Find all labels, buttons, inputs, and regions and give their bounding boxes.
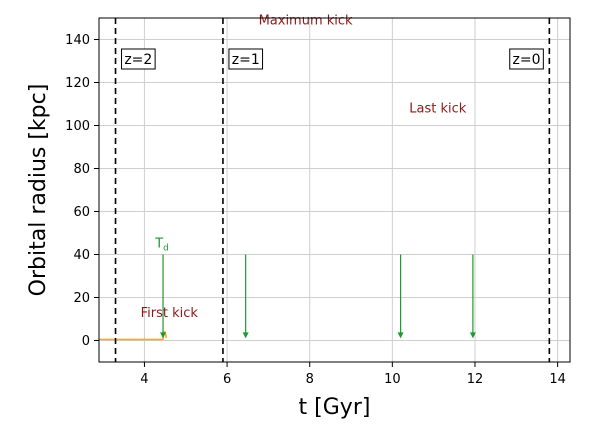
- orbital-radius-line: [99, 331, 168, 341]
- redshift-label: z=1: [232, 52, 260, 68]
- y-axis-label: Orbital radius [kpc]: [26, 84, 51, 297]
- y-tick-label: 80: [73, 162, 90, 177]
- y-tick-label: 0: [82, 334, 90, 349]
- kick-arrowhead: [242, 332, 249, 339]
- kick-arrow-layer: Td: [154, 237, 476, 339]
- x-tick-label: 4: [140, 372, 148, 387]
- y-tick-label: 100: [65, 119, 90, 134]
- redshift-label-box: [509, 48, 544, 70]
- kick-annotation: Maximum kick: [259, 13, 353, 28]
- redshift-label-box: [121, 48, 156, 70]
- y-tick-label: 20: [73, 291, 90, 306]
- x-tick-label: 10: [384, 372, 401, 387]
- kick-arrowhead: [469, 332, 476, 339]
- x-tick-label: 8: [306, 372, 314, 387]
- x-tick-label: 12: [467, 372, 484, 387]
- y-tick-label: 40: [73, 248, 90, 263]
- annotation-layer: First kick Maximum kick Last kick: [141, 13, 467, 320]
- y-tick-label: 140: [65, 33, 90, 48]
- kick-arrowhead: [397, 332, 404, 339]
- td-label: Td: [154, 237, 169, 254]
- redshift-label-box: [228, 48, 264, 70]
- x-axis-label: t [Gyr]: [299, 395, 371, 420]
- kick-arrowhead: [160, 332, 167, 339]
- redshift-marker-layer: z=2 z=1 z=0: [114, 18, 551, 362]
- kick-annotation: First kick: [141, 306, 199, 321]
- y-tick-label: 60: [73, 205, 90, 220]
- plot-frame: [98, 17, 571, 363]
- y-tick-label: 120: [65, 76, 90, 91]
- kick-annotation: Last kick: [409, 102, 466, 117]
- orbit-curve-layer: [99, 331, 168, 341]
- x-tick-label: 6: [223, 372, 231, 387]
- x-tick-label: 14: [549, 372, 566, 387]
- redshift-label: z=0: [513, 52, 541, 68]
- grid: [99, 18, 570, 362]
- redshift-label: z=2: [124, 52, 152, 68]
